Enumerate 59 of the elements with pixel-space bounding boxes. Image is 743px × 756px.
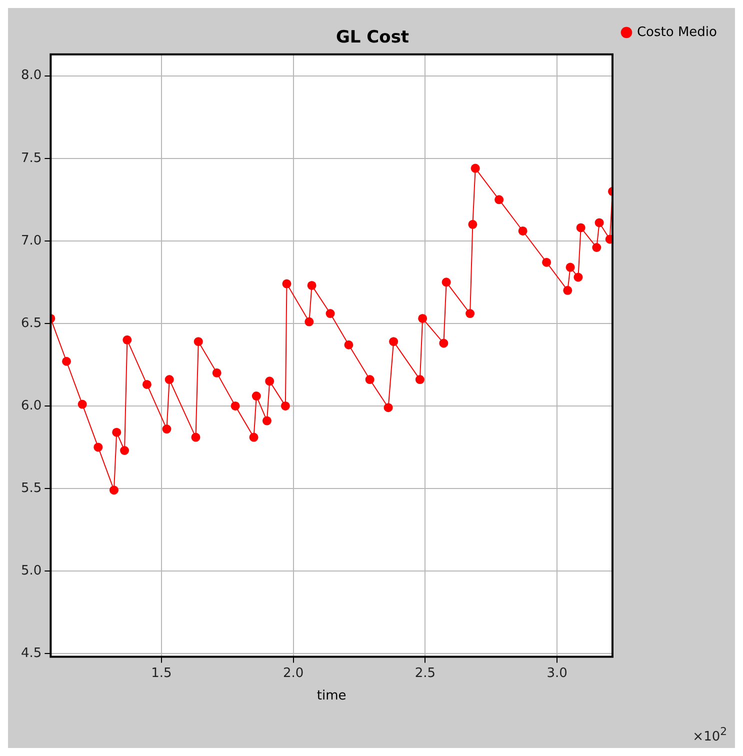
point bbox=[164, 375, 174, 384]
point bbox=[122, 335, 132, 344]
x-tick-label: 3.0 bbox=[546, 666, 568, 681]
y-tick-label: 6.0 bbox=[20, 398, 42, 414]
point bbox=[468, 220, 478, 229]
point bbox=[162, 424, 172, 434]
point bbox=[389, 337, 398, 346]
point bbox=[120, 446, 130, 455]
point bbox=[265, 376, 274, 386]
point bbox=[518, 226, 528, 236]
point bbox=[439, 338, 448, 348]
point bbox=[109, 486, 118, 495]
point bbox=[344, 340, 354, 350]
legend-label: Costo Medio bbox=[636, 24, 718, 40]
point bbox=[280, 401, 290, 410]
point bbox=[594, 218, 604, 228]
point bbox=[542, 258, 552, 267]
point bbox=[230, 401, 240, 410]
y-tick-label: 7.0 bbox=[20, 233, 42, 248]
point bbox=[142, 380, 152, 389]
y-tick-label: 6.5 bbox=[20, 316, 42, 331]
point bbox=[262, 416, 272, 426]
point bbox=[592, 243, 602, 252]
point bbox=[94, 442, 103, 452]
point bbox=[365, 375, 374, 384]
y-tick-label: 5.0 bbox=[20, 563, 42, 578]
point bbox=[563, 286, 572, 295]
point bbox=[307, 280, 316, 290]
point bbox=[418, 314, 428, 323]
point bbox=[566, 262, 575, 272]
x-tick-label: 1.5 bbox=[151, 666, 172, 681]
point bbox=[282, 279, 292, 288]
y-tick-label: 8.0 bbox=[20, 68, 42, 84]
point bbox=[249, 432, 258, 442]
point bbox=[252, 392, 261, 401]
point bbox=[326, 309, 335, 318]
point bbox=[415, 375, 424, 384]
point bbox=[470, 164, 480, 173]
y-tick-label: 7.5 bbox=[20, 150, 42, 166]
x-axis-title: time bbox=[316, 688, 346, 704]
text: ×10$^{2}$ bbox=[692, 724, 727, 744]
point bbox=[78, 400, 87, 409]
point bbox=[194, 337, 203, 346]
point bbox=[212, 368, 222, 378]
point bbox=[574, 272, 583, 282]
point bbox=[466, 309, 475, 318]
point bbox=[112, 428, 122, 437]
point bbox=[384, 403, 393, 412]
chart-title: GL Cost bbox=[336, 28, 410, 48]
x-tick-label: 2.0 bbox=[282, 666, 304, 681]
y-tick-label: 4.5 bbox=[20, 646, 42, 661]
point bbox=[191, 432, 200, 442]
y-tick-label: 5.5 bbox=[20, 480, 42, 496]
x-tick-label: 2.5 bbox=[414, 666, 436, 681]
point bbox=[442, 278, 451, 287]
point bbox=[494, 195, 504, 204]
point bbox=[304, 317, 314, 326]
point bbox=[576, 223, 586, 232]
point bbox=[62, 356, 71, 366]
